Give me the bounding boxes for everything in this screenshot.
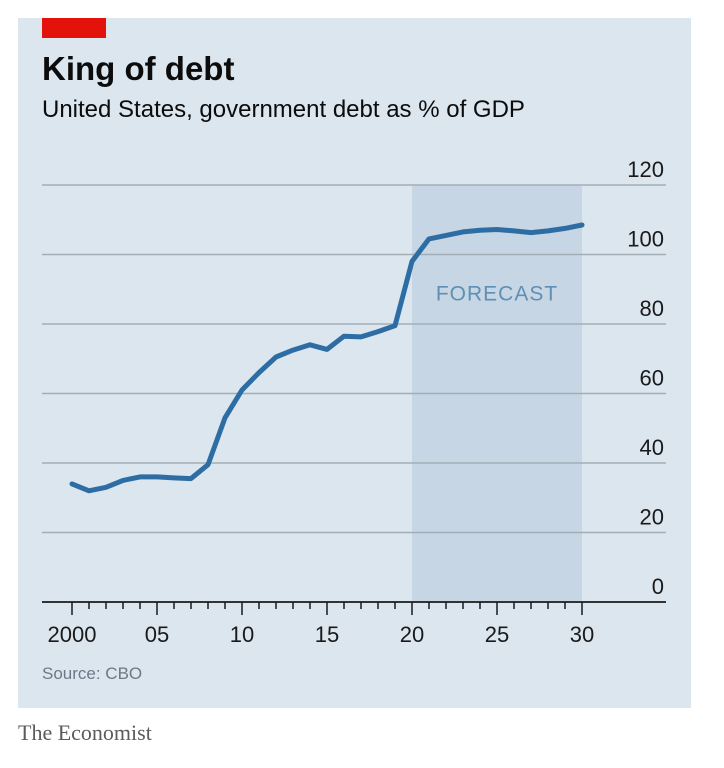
y-tick-label-0: 0 xyxy=(652,574,664,599)
y-tick-label-40: 40 xyxy=(640,435,664,460)
chart-subtitle: United States, government debt as % of G… xyxy=(42,96,525,123)
x-tick-label-2010: 10 xyxy=(230,622,254,647)
source-note: Source: CBO xyxy=(42,664,143,683)
chart-title: King of debt xyxy=(42,50,235,87)
brand-red-tab xyxy=(42,18,106,38)
x-tick-label-2005: 05 xyxy=(145,622,169,647)
publisher-logo: The Economist xyxy=(18,720,152,745)
y-tick-label-120: 120 xyxy=(627,157,664,182)
x-tick-label-2000: 2000 xyxy=(48,622,97,647)
forecast-label: FORECAST xyxy=(436,283,558,306)
x-tick-label-2025: 25 xyxy=(485,622,509,647)
x-tick-label-2020: 20 xyxy=(400,622,424,647)
y-tick-label-60: 60 xyxy=(640,366,664,391)
y-tick-label-20: 20 xyxy=(640,505,664,530)
x-tick-label-2015: 15 xyxy=(315,622,339,647)
y-tick-label-100: 100 xyxy=(627,227,664,252)
y-tick-label-80: 80 xyxy=(640,296,664,321)
series-line-0 xyxy=(69,222,585,494)
x-tick-label-2030: 30 xyxy=(570,622,594,647)
